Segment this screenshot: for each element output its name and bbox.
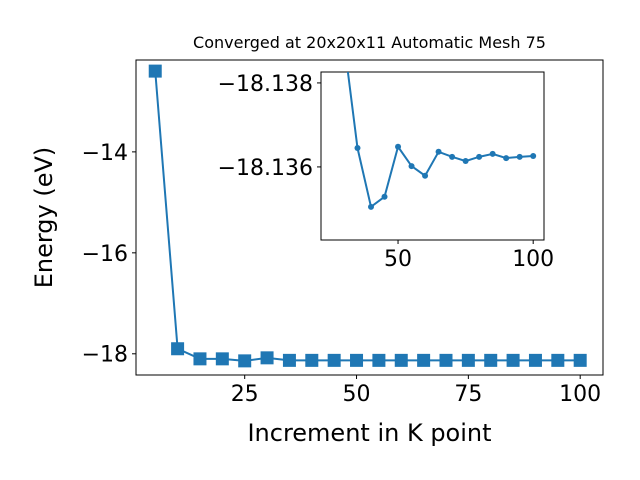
x-tick-label: 100: [512, 247, 554, 272]
plot-area: [148, 64, 587, 368]
marker: [449, 153, 456, 160]
marker: [435, 148, 442, 155]
marker: [215, 352, 229, 366]
chart-title: Converged at 20x20x11 Automatic Mesh 75: [193, 33, 546, 52]
marker: [171, 342, 185, 356]
marker: [238, 354, 252, 368]
marker: [148, 64, 162, 78]
marker: [282, 353, 296, 367]
x-tick-label: 50: [343, 382, 371, 407]
marker: [327, 353, 341, 367]
marker: [422, 172, 429, 179]
plot-area: [346, 72, 537, 210]
marker: [394, 353, 408, 367]
marker: [368, 203, 375, 210]
marker: [462, 158, 469, 165]
marker: [417, 353, 431, 367]
y-tick-label: −18: [82, 343, 128, 368]
marker: [530, 153, 537, 159]
marker: [439, 353, 453, 367]
marker: [516, 153, 523, 160]
x-tick-label: 25: [231, 382, 259, 407]
marker: [381, 193, 388, 200]
y-tick-label: −18.138: [218, 72, 313, 97]
marker: [354, 145, 361, 152]
marker: [476, 153, 483, 160]
y-axis-label: Energy (eV): [30, 147, 58, 289]
marker: [503, 155, 510, 162]
marker: [350, 353, 364, 367]
x-tick-label: 50: [384, 247, 412, 272]
marker: [260, 351, 274, 365]
marker: [528, 353, 542, 367]
x-tick-label: 100: [559, 382, 601, 407]
marker: [573, 353, 587, 367]
marker: [408, 163, 415, 170]
marker: [395, 143, 402, 150]
x-axis-label: Increment in K point: [247, 419, 491, 447]
x-tick-label: 75: [454, 382, 482, 407]
marker: [193, 352, 207, 366]
marker: [489, 150, 496, 157]
y-tick-label: −14: [82, 141, 128, 166]
y-tick-label: −16: [82, 242, 128, 267]
marker: [461, 353, 475, 367]
plot-frame: [320, 71, 545, 241]
marker: [506, 353, 520, 367]
marker: [551, 353, 565, 367]
marker: [305, 353, 319, 367]
marker: [484, 353, 498, 367]
y-tick-label: −18.136: [218, 156, 313, 181]
marker: [372, 353, 386, 367]
